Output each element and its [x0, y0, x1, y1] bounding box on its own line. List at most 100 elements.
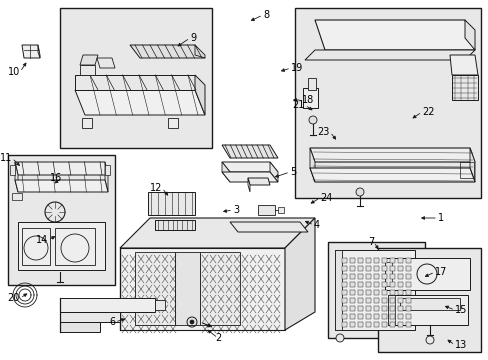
Bar: [349, 282, 354, 287]
Text: 22: 22: [421, 107, 434, 117]
Text: 10: 10: [8, 67, 20, 77]
Bar: [341, 298, 346, 303]
Bar: [357, 306, 362, 311]
Polygon shape: [451, 75, 477, 100]
Text: 21: 21: [292, 100, 305, 110]
Bar: [365, 322, 370, 327]
Text: 16: 16: [50, 173, 62, 183]
Bar: [373, 274, 378, 279]
Text: 17: 17: [434, 267, 447, 277]
Polygon shape: [82, 118, 92, 128]
Polygon shape: [60, 322, 100, 332]
Bar: [381, 258, 386, 263]
Text: 13: 13: [454, 340, 467, 350]
Bar: [365, 266, 370, 271]
Bar: [341, 322, 346, 327]
Polygon shape: [155, 300, 164, 310]
Text: 6: 6: [109, 317, 115, 327]
Polygon shape: [309, 148, 474, 162]
Bar: [349, 322, 354, 327]
Polygon shape: [247, 178, 269, 185]
Polygon shape: [135, 252, 175, 325]
Bar: [341, 306, 346, 311]
Bar: [349, 306, 354, 311]
Text: 8: 8: [263, 10, 268, 20]
Circle shape: [335, 334, 343, 342]
Polygon shape: [175, 252, 200, 325]
Bar: [405, 314, 410, 319]
Bar: [373, 282, 378, 287]
Bar: [357, 274, 362, 279]
Bar: [349, 290, 354, 295]
Polygon shape: [309, 148, 314, 182]
Polygon shape: [222, 145, 278, 158]
Polygon shape: [222, 162, 278, 172]
Bar: [60, 8, 212, 148]
Polygon shape: [399, 298, 459, 310]
Polygon shape: [387, 295, 394, 325]
Polygon shape: [195, 75, 204, 115]
Bar: [373, 290, 378, 295]
Bar: [389, 290, 394, 295]
Bar: [373, 298, 378, 303]
Bar: [373, 314, 378, 319]
Polygon shape: [80, 65, 95, 75]
Polygon shape: [222, 172, 278, 182]
Polygon shape: [334, 250, 341, 330]
Text: 14: 14: [36, 235, 48, 245]
Polygon shape: [384, 262, 391, 286]
Bar: [397, 322, 402, 327]
Text: 23: 23: [317, 127, 329, 137]
Text: 20: 20: [8, 293, 20, 303]
Text: 24: 24: [319, 193, 332, 203]
Polygon shape: [15, 162, 18, 192]
Bar: [357, 258, 362, 263]
Bar: [405, 322, 410, 327]
Bar: [389, 258, 394, 263]
Bar: [357, 266, 362, 271]
Text: 3: 3: [232, 205, 239, 215]
Bar: [373, 306, 378, 311]
Bar: [341, 282, 346, 287]
Polygon shape: [80, 55, 98, 65]
Bar: [357, 322, 362, 327]
Polygon shape: [148, 192, 195, 215]
Bar: [373, 258, 378, 263]
Bar: [381, 322, 386, 327]
Bar: [357, 314, 362, 319]
Bar: [349, 298, 354, 303]
Polygon shape: [120, 218, 314, 248]
Bar: [357, 298, 362, 303]
Bar: [397, 274, 402, 279]
Polygon shape: [305, 50, 474, 60]
Polygon shape: [387, 295, 467, 325]
Polygon shape: [120, 248, 285, 330]
Bar: [397, 282, 402, 287]
Polygon shape: [195, 45, 204, 58]
Bar: [349, 314, 354, 319]
Bar: [294, 8, 480, 198]
Polygon shape: [97, 58, 115, 68]
Bar: [357, 282, 362, 287]
Polygon shape: [464, 20, 474, 50]
Bar: [405, 258, 410, 263]
Polygon shape: [278, 207, 284, 213]
Bar: [397, 314, 402, 319]
Bar: [365, 274, 370, 279]
Bar: [397, 266, 402, 271]
Bar: [405, 274, 410, 279]
Polygon shape: [155, 220, 195, 230]
Bar: [365, 258, 370, 263]
Bar: [341, 290, 346, 295]
Bar: [365, 314, 370, 319]
Bar: [341, 314, 346, 319]
Text: 4: 4: [313, 220, 320, 230]
Bar: [349, 266, 354, 271]
Circle shape: [425, 336, 433, 344]
Polygon shape: [130, 45, 204, 58]
Bar: [327, 242, 424, 338]
Bar: [389, 314, 394, 319]
Text: 18: 18: [302, 95, 314, 105]
Polygon shape: [384, 258, 469, 290]
Polygon shape: [12, 193, 22, 200]
